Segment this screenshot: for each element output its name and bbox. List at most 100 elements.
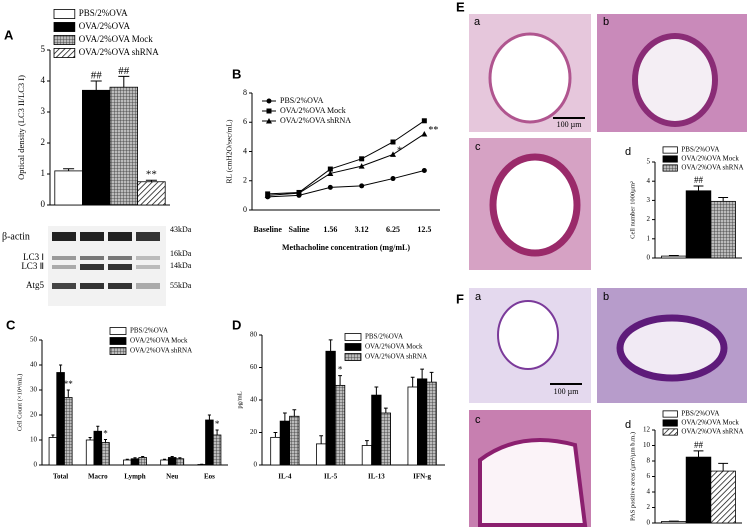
error-bar	[51, 434, 55, 438]
error-bar	[141, 456, 145, 458]
significance: *	[338, 365, 343, 375]
error-bar	[319, 435, 324, 444]
panel-letter: D	[232, 317, 241, 332]
y-axis-label: Optical density (LC3 II/LC3 I)	[16, 75, 26, 180]
legend-swatch	[344, 353, 362, 361]
legend-label: OVA/2%OVA shRNA	[280, 116, 351, 125]
legend-swatch	[662, 419, 678, 427]
marker	[327, 170, 334, 176]
y-tick-label: 40	[250, 396, 258, 404]
error-bar	[282, 412, 287, 422]
y-tick-label: 0	[243, 205, 247, 214]
subpanel-label: a	[474, 16, 481, 28]
blot-label: Atg5	[26, 280, 45, 290]
error-bar	[338, 375, 342, 386]
bar	[64, 397, 73, 466]
bar	[334, 384, 346, 466]
x-tick-label: IFN-g	[413, 473, 431, 481]
x-tick-label: 1.56	[323, 225, 337, 234]
legend-label: OVA/2%OVA shRNA	[79, 47, 159, 57]
marker	[390, 151, 396, 157]
significance: *	[215, 419, 220, 429]
legend-marker	[266, 98, 272, 104]
error-bar	[718, 197, 729, 202]
scale-bar: 100 µm	[554, 387, 580, 396]
marker	[421, 130, 428, 137]
panel-letter: B	[232, 66, 241, 81]
significance: ##	[694, 440, 704, 450]
x-tick-label: Baseline	[253, 225, 282, 234]
bar	[93, 430, 103, 466]
error-bar	[693, 450, 704, 458]
bar	[175, 458, 185, 466]
bar	[685, 456, 712, 524]
legend-label: OVA/2%OVA shRNA	[681, 164, 743, 172]
bar	[325, 350, 336, 466]
error-bar	[88, 437, 92, 440]
y-tick-label: 12	[643, 426, 651, 434]
error-bar	[103, 439, 108, 443]
y-tick-label: 5	[41, 44, 46, 54]
error-bar	[718, 462, 729, 472]
bar	[123, 459, 132, 466]
y-tick-label: 0	[647, 254, 651, 262]
marker	[390, 139, 396, 145]
bar	[85, 439, 95, 466]
y-axis-label: Cell Count (×10⁴/mL)	[16, 374, 23, 432]
y-tick-label: 4	[647, 488, 651, 496]
panel-label: d	[625, 146, 631, 158]
legend-swatch	[344, 343, 362, 351]
legend-label: OVA/2%OVA shRNA	[365, 353, 427, 361]
bar	[380, 412, 391, 466]
bar	[82, 89, 111, 206]
line	[267, 133, 425, 196]
y-tick-label: 4	[41, 75, 46, 85]
x-tick-label: Saline	[289, 225, 310, 234]
y-tick-label: 6	[647, 472, 651, 480]
y-tick-label: 8	[243, 88, 247, 97]
x-tick-label: Total	[53, 473, 68, 481]
legend-label: PBS/2%OVA	[79, 8, 128, 18]
legend-label: OVA/2%OVA Mock	[280, 106, 346, 115]
error-bar	[429, 371, 434, 383]
bar	[289, 415, 300, 466]
subpanel-label: b	[603, 16, 609, 28]
y-tick-label: 2	[243, 176, 247, 185]
marker	[390, 176, 396, 182]
error-bar	[90, 80, 102, 91]
legend-label: PBS/2%OVA	[280, 96, 324, 105]
error-bar	[693, 185, 704, 191]
x-tick-label: 6.25	[386, 225, 400, 234]
y-tick-label: 10	[643, 441, 651, 449]
error-bar	[145, 179, 157, 182]
error-bar	[410, 376, 415, 387]
blot-size: 14kDa	[170, 261, 192, 270]
y-tick-label: 50	[30, 336, 38, 344]
marker	[421, 168, 427, 174]
y-tick-label: 20	[30, 411, 38, 419]
y-tick-label: 1	[647, 234, 651, 242]
y-tick-label: 0	[41, 199, 46, 209]
error-bar	[96, 425, 100, 432]
blot-size: 16kDa	[170, 249, 192, 258]
bar	[426, 381, 437, 466]
bar	[130, 458, 140, 466]
legend-label: OVA/2%OVA Mock	[130, 337, 188, 345]
y-tick-label: 10	[30, 436, 38, 444]
y-tick-label: 2	[647, 503, 651, 511]
panel-f-images: F a 100 µm b c	[456, 288, 747, 527]
line	[267, 170, 425, 198]
blot-size: 43kDa	[170, 225, 192, 234]
bar	[685, 190, 712, 259]
marker	[264, 192, 271, 198]
blot: β-actin 43kDa LC3 Ⅰ 16kDa LC3 Ⅱ 14kDa At…	[2, 225, 192, 306]
y-tick-label: 3	[647, 196, 651, 204]
bar	[167, 457, 177, 466]
error-bar	[133, 457, 137, 459]
subpanel-label: a	[475, 291, 482, 303]
x-tick-label: Neu	[166, 473, 178, 481]
bar	[137, 181, 166, 206]
panel-letter: C	[6, 317, 16, 332]
legend-swatch	[109, 347, 127, 355]
